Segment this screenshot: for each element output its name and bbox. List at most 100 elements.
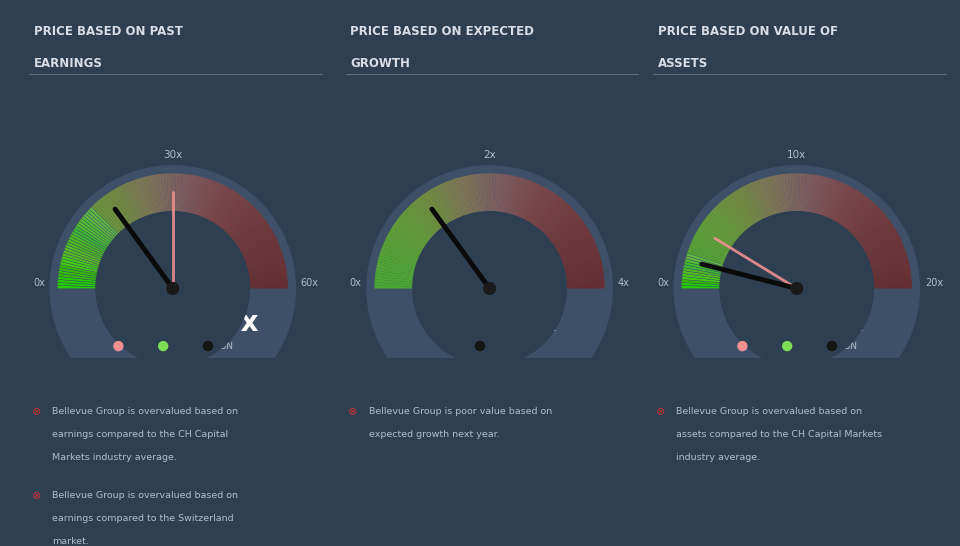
Text: 0x: 0x [657, 278, 669, 288]
Wedge shape [91, 205, 120, 234]
Wedge shape [533, 193, 558, 227]
Wedge shape [468, 175, 477, 213]
Wedge shape [132, 180, 147, 217]
Wedge shape [466, 175, 475, 213]
Wedge shape [566, 282, 605, 287]
Wedge shape [218, 195, 243, 228]
Wedge shape [149, 175, 158, 213]
Wedge shape [689, 245, 726, 261]
Wedge shape [468, 175, 477, 213]
Wedge shape [249, 268, 287, 276]
Wedge shape [688, 247, 725, 263]
Text: PB: PB [774, 318, 788, 328]
Wedge shape [758, 179, 773, 216]
Wedge shape [64, 247, 101, 263]
Wedge shape [682, 280, 720, 284]
Wedge shape [378, 256, 416, 269]
Wedge shape [791, 173, 795, 212]
Wedge shape [519, 182, 537, 218]
Wedge shape [195, 178, 208, 216]
Wedge shape [700, 223, 733, 247]
Wedge shape [852, 207, 880, 236]
Wedge shape [201, 181, 217, 217]
Wedge shape [484, 173, 488, 212]
Wedge shape [100, 197, 126, 229]
Wedge shape [87, 209, 117, 237]
Wedge shape [248, 262, 285, 272]
Wedge shape [694, 234, 730, 254]
Wedge shape [871, 259, 909, 271]
Wedge shape [66, 242, 103, 259]
Wedge shape [123, 183, 141, 219]
Wedge shape [249, 270, 287, 278]
Wedge shape [374, 282, 413, 287]
Wedge shape [548, 213, 579, 240]
Wedge shape [59, 270, 97, 278]
Wedge shape [831, 186, 852, 221]
Wedge shape [406, 207, 435, 236]
Wedge shape [696, 231, 731, 252]
Wedge shape [863, 231, 898, 252]
Wedge shape [829, 185, 849, 220]
Wedge shape [182, 174, 191, 212]
Wedge shape [526, 187, 547, 222]
Wedge shape [246, 253, 283, 266]
Wedge shape [806, 174, 815, 212]
Wedge shape [223, 201, 250, 232]
Wedge shape [241, 236, 276, 256]
Wedge shape [862, 228, 897, 250]
Wedge shape [770, 176, 780, 214]
Wedge shape [58, 286, 96, 288]
Wedge shape [380, 250, 418, 265]
Wedge shape [204, 183, 223, 219]
Wedge shape [860, 223, 894, 247]
Wedge shape [797, 173, 800, 212]
Wedge shape [149, 175, 158, 213]
Wedge shape [564, 259, 602, 271]
Wedge shape [248, 265, 286, 275]
Wedge shape [773, 175, 782, 213]
Wedge shape [240, 234, 276, 254]
Wedge shape [375, 274, 414, 281]
Wedge shape [237, 225, 271, 248]
Wedge shape [713, 207, 742, 236]
Wedge shape [732, 192, 755, 225]
Wedge shape [250, 276, 288, 282]
Wedge shape [857, 218, 890, 244]
Wedge shape [872, 265, 910, 275]
Wedge shape [175, 173, 179, 212]
Wedge shape [235, 221, 268, 245]
Wedge shape [535, 195, 560, 228]
Wedge shape [232, 216, 264, 242]
Circle shape [475, 342, 485, 351]
Wedge shape [157, 174, 165, 212]
Text: GROWTH: GROWTH [350, 57, 410, 70]
Wedge shape [540, 201, 566, 232]
Wedge shape [690, 242, 727, 259]
Wedge shape [58, 280, 96, 284]
Wedge shape [424, 192, 447, 225]
Wedge shape [756, 180, 771, 217]
Wedge shape [546, 211, 577, 239]
Wedge shape [860, 223, 894, 247]
Wedge shape [123, 183, 141, 219]
Wedge shape [864, 234, 900, 254]
Wedge shape [209, 187, 230, 222]
Wedge shape [687, 250, 725, 265]
Wedge shape [110, 190, 132, 224]
Wedge shape [376, 265, 415, 275]
Wedge shape [492, 173, 495, 212]
Wedge shape [245, 250, 282, 265]
Wedge shape [173, 173, 176, 212]
Wedge shape [528, 189, 550, 223]
Wedge shape [80, 218, 112, 244]
Wedge shape [247, 256, 284, 269]
Text: assets compared to the CH Capital Markets: assets compared to the CH Capital Market… [676, 430, 882, 438]
Wedge shape [852, 209, 882, 237]
Wedge shape [497, 174, 505, 212]
Wedge shape [96, 201, 123, 232]
Wedge shape [853, 211, 884, 239]
Wedge shape [466, 175, 475, 213]
Wedge shape [727, 195, 752, 228]
Wedge shape [690, 242, 727, 259]
